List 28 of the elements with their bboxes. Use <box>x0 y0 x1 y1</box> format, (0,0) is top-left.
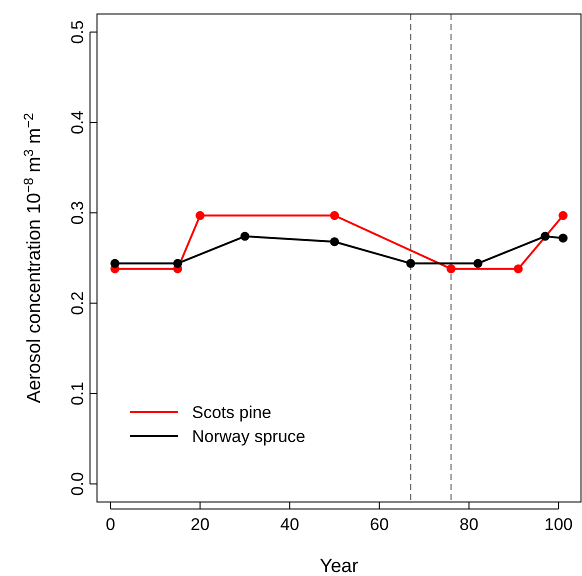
x-axis-title: Year <box>320 556 359 576</box>
point <box>110 258 120 268</box>
x-tick-label: 40 <box>280 515 300 534</box>
point <box>558 234 568 243</box>
point <box>406 258 416 268</box>
x-tick-label: 20 <box>190 515 210 534</box>
point <box>240 232 250 241</box>
y-tick-label: 0.4 <box>68 110 87 134</box>
legend-label: Scots pine <box>192 403 272 422</box>
point <box>173 258 182 268</box>
y-tick-label: 0.1 <box>68 382 87 406</box>
point <box>473 258 482 268</box>
legend-label: Norway spruce <box>192 427 306 446</box>
x-tick-label: 80 <box>460 515 478 534</box>
point <box>196 211 205 220</box>
point <box>330 237 340 246</box>
y-tick-label: 0.0 <box>68 472 87 496</box>
y-tick-label: 0.3 <box>68 200 87 225</box>
x-tick-label: 60 <box>370 515 389 534</box>
point <box>558 211 568 220</box>
y-tick-label: 0.5 <box>68 20 87 44</box>
point <box>514 264 523 274</box>
y-tick-label: 0.2 <box>68 291 87 316</box>
x-tick-label: 0 <box>106 515 116 534</box>
point <box>330 211 340 220</box>
point <box>446 264 456 274</box>
point <box>540 232 550 241</box>
x-tick-label: 100 <box>544 515 573 534</box>
